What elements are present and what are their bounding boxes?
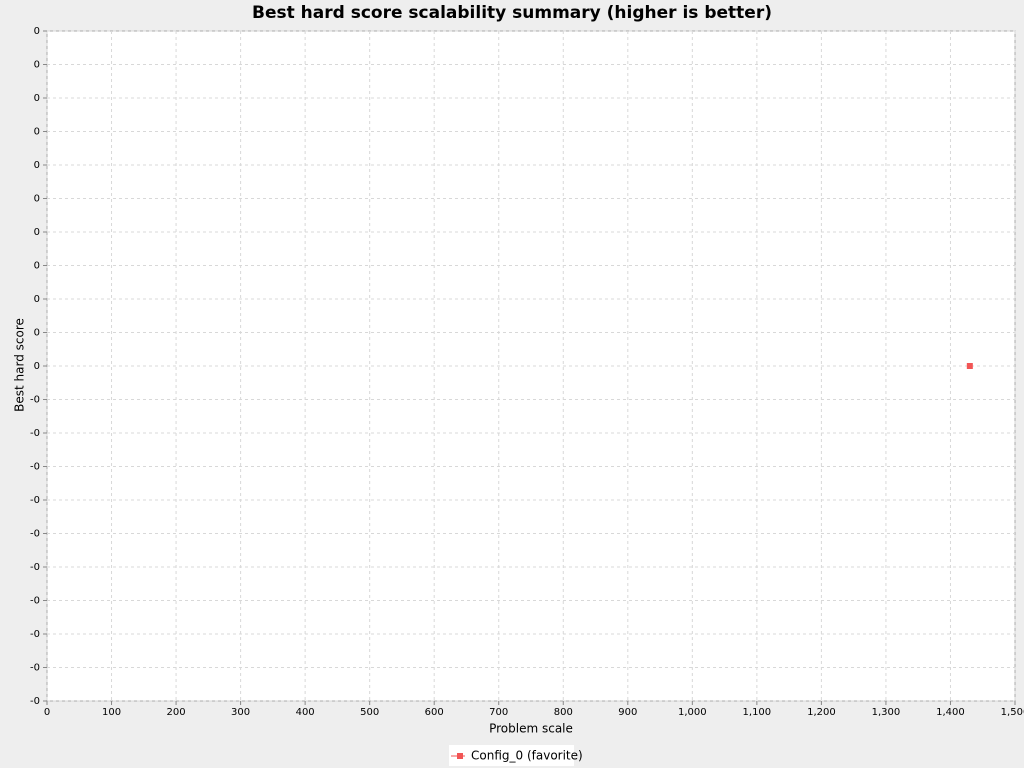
x-tick-label: 500 bbox=[360, 707, 379, 718]
y-tick-label: -0 bbox=[30, 596, 40, 607]
x-tick-label: 300 bbox=[231, 707, 250, 718]
legend-marker bbox=[457, 753, 463, 759]
chart-title: Best hard score scalability summary (hig… bbox=[252, 3, 772, 23]
y-tick-label: 0 bbox=[34, 60, 40, 71]
y-tick-label: -0 bbox=[30, 462, 40, 473]
x-tick-label: 600 bbox=[425, 707, 444, 718]
x-tick-label: 0 bbox=[44, 707, 50, 718]
y-tick-label: -0 bbox=[30, 562, 40, 573]
x-tick-label: 900 bbox=[618, 707, 637, 718]
y-axis-label: Best hard score bbox=[13, 318, 27, 412]
x-tick-label: 1,500 bbox=[1001, 707, 1024, 718]
data-point bbox=[966, 363, 973, 369]
y-tick-label: -0 bbox=[30, 629, 40, 640]
y-tick-label: -0 bbox=[30, 696, 40, 707]
y-tick-label: -0 bbox=[30, 529, 40, 540]
y-tick-label: 0 bbox=[34, 328, 40, 339]
y-tick-label: 0 bbox=[34, 261, 40, 272]
y-tick-label: 0 bbox=[34, 93, 40, 104]
y-tick-label: -0 bbox=[30, 663, 40, 674]
x-tick-label: 1,200 bbox=[807, 707, 836, 718]
y-tick-label: 0 bbox=[34, 127, 40, 138]
y-tick-label: 0 bbox=[34, 294, 40, 305]
y-tick-label: 0 bbox=[34, 194, 40, 205]
y-tick-label: 0 bbox=[34, 26, 40, 37]
legend-box bbox=[449, 745, 574, 766]
x-axis-label: Problem scale bbox=[489, 722, 573, 736]
y-tick-label: -0 bbox=[30, 428, 40, 439]
x-tick-label: 1,000 bbox=[678, 707, 707, 718]
legend-entry: Config_0 (favorite) bbox=[471, 749, 583, 763]
y-tick-label: 0 bbox=[34, 160, 40, 171]
x-tick-label: 1,300 bbox=[872, 707, 901, 718]
y-tick-label: -0 bbox=[30, 395, 40, 406]
x-tick-label: 700 bbox=[489, 707, 508, 718]
x-tick-label: 200 bbox=[167, 707, 186, 718]
x-tick-label: 1,100 bbox=[743, 707, 772, 718]
x-tick-label: 100 bbox=[102, 707, 121, 718]
y-tick-label: 0 bbox=[34, 227, 40, 238]
legend: Config_0 (favorite) bbox=[449, 745, 583, 766]
x-tick-label: 800 bbox=[554, 707, 573, 718]
y-tick-label: 0 bbox=[34, 361, 40, 372]
y-tick-label: -0 bbox=[30, 495, 40, 506]
x-tick-label: 1,400 bbox=[936, 707, 965, 718]
x-tick-label: 400 bbox=[296, 707, 315, 718]
